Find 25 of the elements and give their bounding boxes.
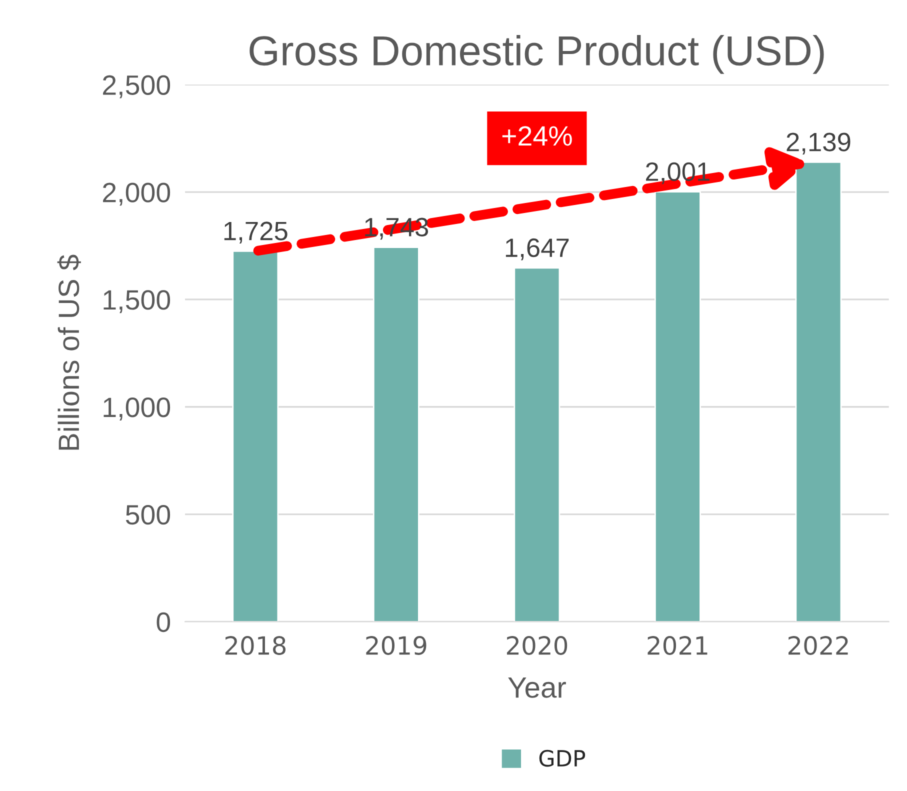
x-axis-title: Year [508,678,566,698]
legend-label: GDP [539,750,586,767]
data-label: 2,001 [646,162,710,184]
bar [654,191,701,622]
bar [372,246,420,622]
y-tick-label: 2,500 [103,75,170,98]
x-tick-label: 2022 [788,636,848,655]
y-tick-label: 2,000 [103,182,170,206]
x-tick-label: 2020 [506,636,568,655]
x-tick-label: 2018 [225,636,286,655]
y-tick-label: 1,000 [104,398,170,421]
data-label: 2,139 [786,132,850,155]
y-tick-label: 1,500 [104,290,170,314]
data-label: 1,725 [224,222,288,244]
y-tick-label: 500 [126,504,170,525]
y-axis-title: Billions of US $ [57,254,81,450]
bar [795,162,842,622]
chart-title: Gross Domestic Product (USD) [250,34,824,74]
y-tick-label: 0 [156,612,170,632]
bar [514,267,560,622]
x-tick-label: 2019 [366,636,426,655]
bar [232,250,279,622]
x-tick-label: 2021 [648,636,708,655]
annotation: +24% [502,126,572,146]
data-label: 1,647 [506,238,569,260]
